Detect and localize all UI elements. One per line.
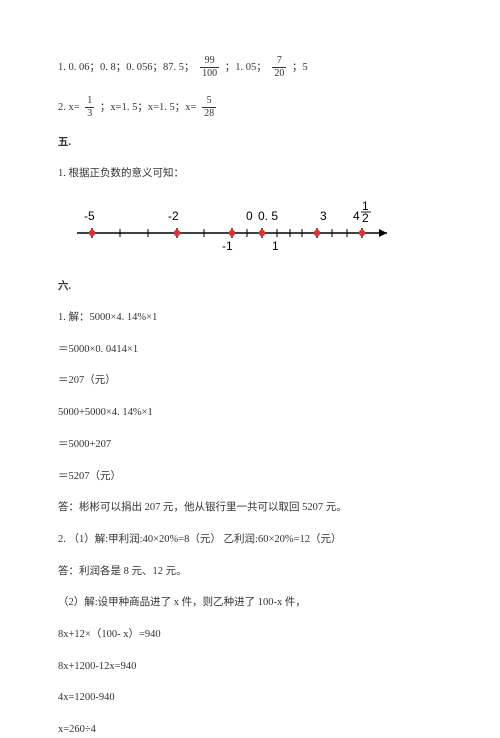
- svg-text:3: 3: [320, 209, 327, 223]
- svg-text:-2: -2: [168, 209, 179, 223]
- s6-l10: （2）解:设甲种商品进了 x 件，则乙种进了 100-x 件，: [58, 596, 442, 611]
- q2-frac1: 13: [85, 96, 94, 119]
- s6-l13: 4x=1200-940: [58, 691, 442, 706]
- s6-l8: 2. （1）解:甲利润:40×20%=8（元） 乙利润:60×20%=12（元）: [58, 533, 442, 548]
- s6-l4: 5000+5000×4. 14%×1: [58, 406, 442, 421]
- s6-l3: ＝207（元）: [58, 374, 442, 389]
- svg-text:0: 0: [246, 209, 253, 223]
- s6-l12: 8x+1200-12x=940: [58, 660, 442, 675]
- s6-l1: 1. 解：5000×4. 14%×1: [58, 311, 442, 326]
- svg-text:1: 1: [272, 239, 279, 253]
- svg-text:-1: -1: [222, 239, 233, 253]
- section-5-heading: 五.: [58, 136, 442, 151]
- section-6-heading: 六.: [58, 280, 442, 295]
- svg-text:0. 5: 0. 5: [258, 209, 278, 223]
- q2-prefix: 2. x=: [58, 102, 80, 113]
- q1-mid: ；1. 05；: [225, 62, 267, 73]
- q1-frac1: 99100: [200, 56, 219, 79]
- q1-prefix: 1. 0. 06；0. 8；0. 056；87. 5；: [58, 62, 195, 73]
- s6-l6: ＝5207（元）: [58, 470, 442, 485]
- svg-text:4: 4: [353, 209, 360, 223]
- svg-text:-5: -5: [84, 209, 95, 223]
- q1-tail: ；5: [292, 62, 308, 73]
- s6-l2: ＝5000×0. 0414×1: [58, 343, 442, 358]
- q2-mid: ；x=1. 5；x=1. 5；x=: [100, 102, 197, 113]
- s6-l5: ＝5000+207: [58, 438, 442, 453]
- s6-l9: 答：利润各是 8 元、12 元。: [58, 565, 442, 580]
- question-2: 2. x= 13 ；x=1. 5；x=1. 5；x= 528: [58, 96, 442, 119]
- s5-line1: 1. 根据正负数的意义可知：: [58, 167, 442, 182]
- s6-l11: 8x+12×（100- x）=940: [58, 628, 442, 643]
- svg-text:2: 2: [362, 211, 369, 225]
- q2-frac2: 528: [202, 96, 216, 119]
- q1-frac2: 720: [272, 56, 286, 79]
- number-line: -5-200. 534-1112: [62, 198, 442, 256]
- s6-l7: 答：彬彬可以捐出 207 元，他从银行里一共可以取回 5207 元。: [58, 501, 442, 516]
- question-1: 1. 0. 06；0. 8；0. 056；87. 5； 99100 ；1. 05…: [58, 56, 442, 79]
- s6-l14: x=260÷4: [58, 723, 442, 738]
